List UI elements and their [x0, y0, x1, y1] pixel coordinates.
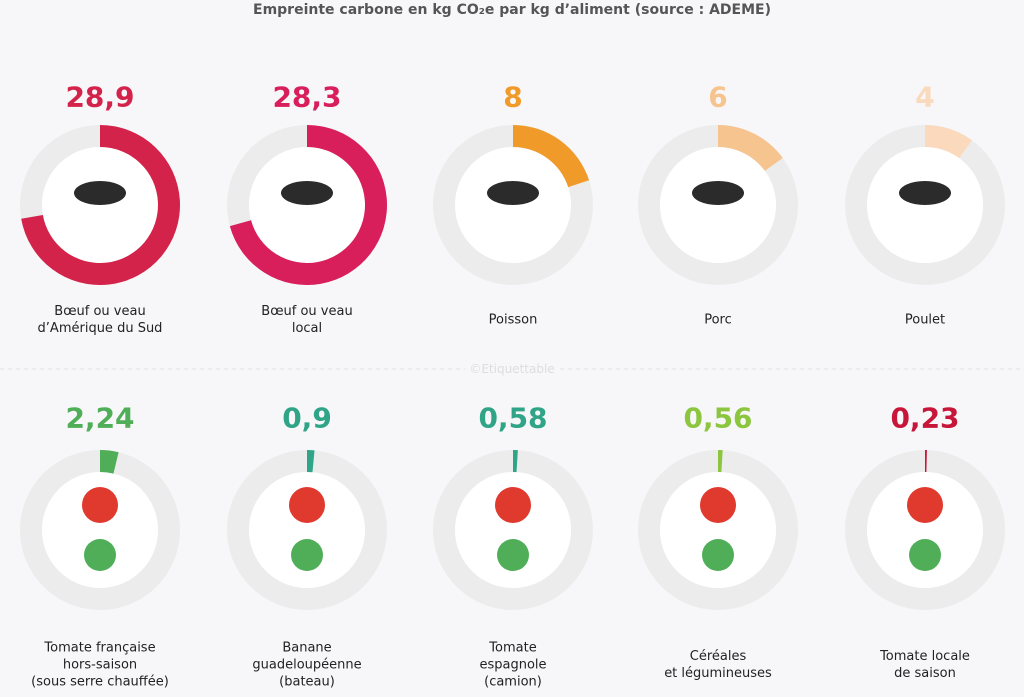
gauge-arc: [925, 450, 927, 473]
icon: [497, 539, 529, 571]
icon: [702, 539, 734, 571]
value-label: 28,3: [272, 80, 342, 114]
icon: [82, 487, 118, 523]
category-label: Tomate locale de saison: [880, 649, 970, 681]
icon: [289, 487, 325, 523]
gauge-center: [455, 472, 571, 588]
title: Empreinte carbone en kg CO₂e par kg d’al…: [253, 2, 771, 18]
value-label: 6: [708, 80, 728, 114]
category-label: Poisson: [488, 312, 538, 328]
category-label: Tomate espagnole (camion): [479, 640, 547, 690]
value-label: 4: [915, 80, 935, 114]
value-label: 28,9: [65, 80, 135, 114]
gauge-arc: [513, 125, 590, 188]
gauge-center: [249, 472, 365, 588]
icon: [692, 181, 744, 205]
icon: [899, 181, 951, 205]
gauge-arc: [925, 125, 973, 159]
gauge-arc: [718, 450, 723, 473]
gauge-arc: [100, 450, 119, 474]
gauge-arc: [513, 450, 518, 473]
icon: [907, 487, 943, 523]
icon: [291, 539, 323, 571]
category-label: Tomate française hors-saison (sous serre…: [31, 640, 169, 690]
value-label: 2,24: [65, 401, 135, 435]
icon: [495, 487, 531, 523]
category-label: Bœuf ou veau d’Amérique du Sud: [37, 304, 163, 336]
value-label: 0,56: [683, 401, 753, 435]
category-label: Poulet: [904, 312, 946, 328]
category-label: Banane guadeloupéenne (bateau): [252, 640, 362, 690]
gauge-center: [42, 472, 158, 588]
watermark: ©Etiquettable: [465, 362, 559, 376]
icon: [74, 181, 126, 205]
gauge-arc: [718, 125, 783, 171]
icon: [700, 487, 736, 523]
icon: [281, 181, 333, 205]
value-label: 0,23: [890, 401, 960, 435]
category-label: Bœuf ou veau local: [261, 304, 353, 336]
value-label: 8: [503, 80, 523, 114]
gauge-center: [660, 472, 776, 588]
gauge-center: [867, 472, 983, 588]
value-label: 0,58: [478, 401, 548, 435]
icon: [487, 181, 539, 205]
category-label: Porc: [704, 312, 732, 328]
gauge-arc: [307, 450, 315, 473]
value-label: 0,9: [282, 401, 332, 435]
icon: [909, 539, 941, 571]
icon: [84, 539, 116, 571]
category-label: Céréales et légumineuses: [664, 649, 772, 681]
